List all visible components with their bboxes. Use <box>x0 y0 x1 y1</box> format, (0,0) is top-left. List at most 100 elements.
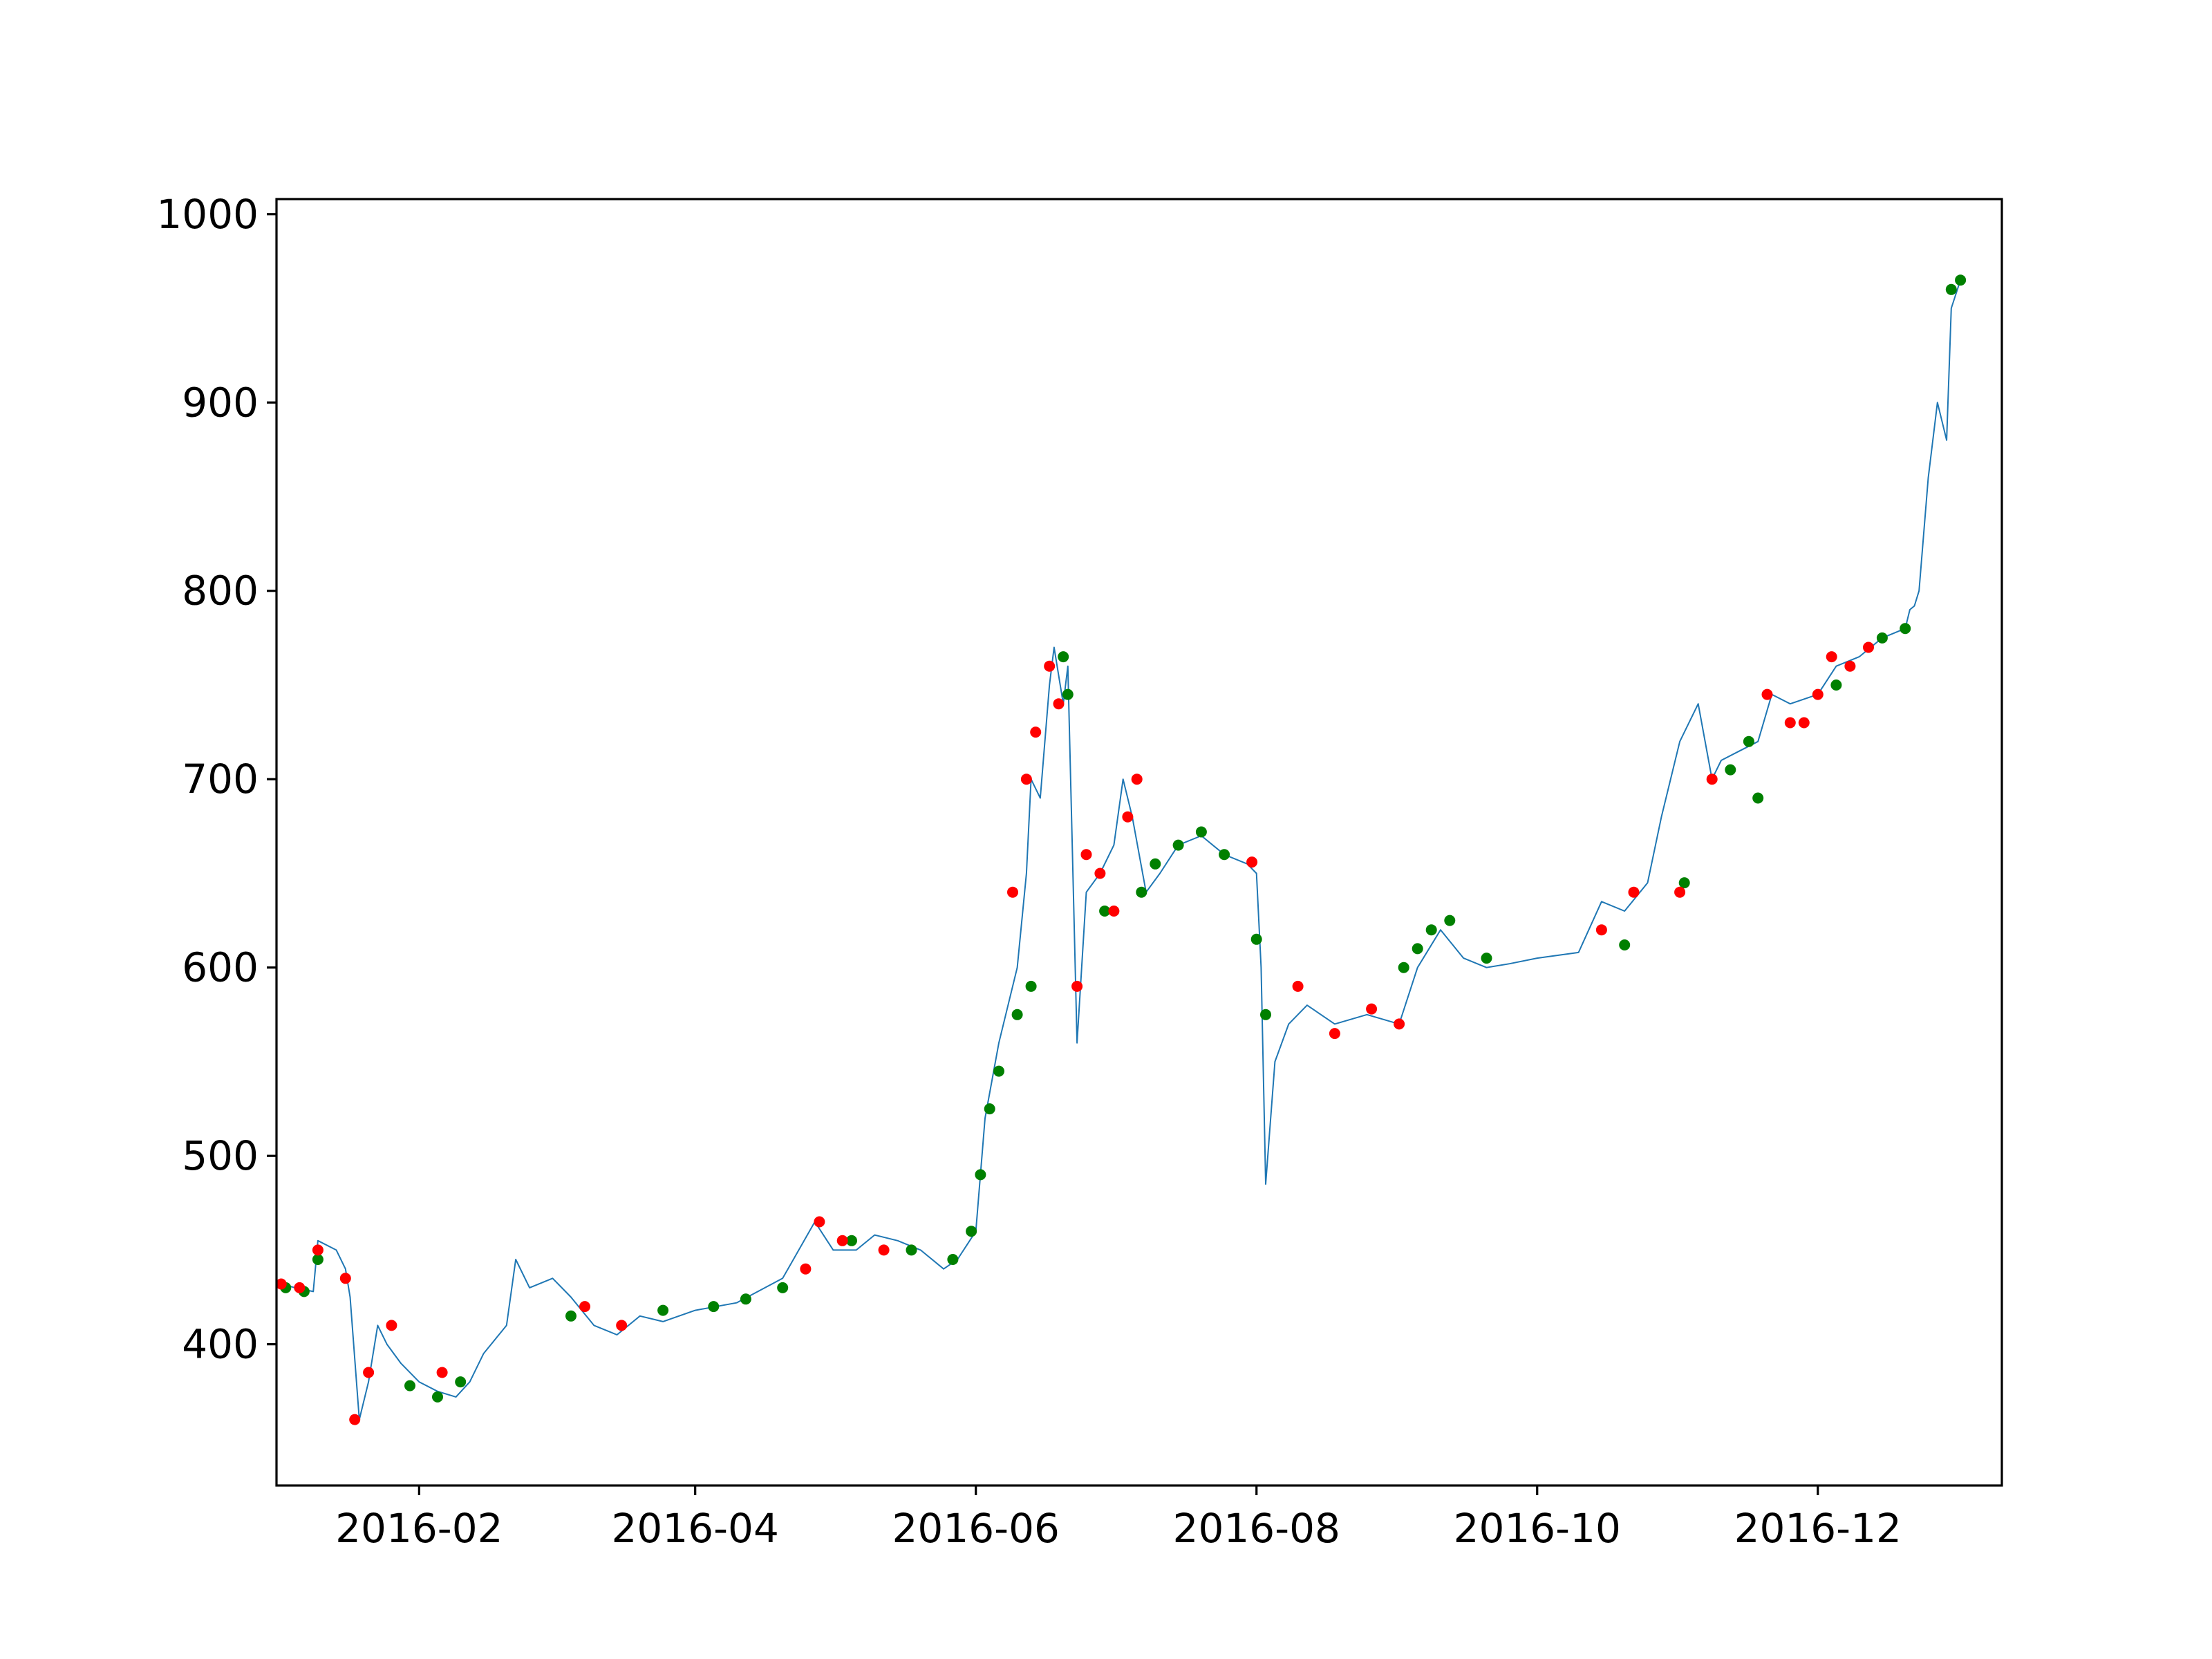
marker-series-2 <box>275 641 1874 1425</box>
data-point <box>432 1391 443 1403</box>
data-point <box>966 1226 977 1237</box>
data-point <box>1246 856 1258 868</box>
data-point <box>349 1414 361 1425</box>
data-point <box>386 1320 397 1331</box>
data-point <box>846 1235 857 1246</box>
x-axis: 2016-02 2016-04 2016-06 2016-08 2016-10 2016-… <box>335 1485 1902 1552</box>
data-point <box>275 1278 287 1290</box>
data-point <box>1172 839 1184 851</box>
x-tick-label: 2016-02 <box>335 1505 503 1552</box>
axes-frame <box>275 198 2003 1487</box>
data-point <box>1260 1009 1271 1020</box>
data-point <box>1219 849 1230 861</box>
data-point <box>1412 943 1423 955</box>
data-point <box>1136 886 1147 898</box>
data-point <box>1876 632 1888 644</box>
data-point <box>363 1367 375 1378</box>
data-point <box>1366 1003 1378 1015</box>
data-point <box>455 1376 467 1388</box>
data-point <box>836 1235 848 1246</box>
price-line <box>276 279 1962 1421</box>
data-point <box>1798 717 1810 729</box>
data-point <box>1628 886 1640 898</box>
data-point <box>657 1304 669 1316</box>
data-point <box>1131 774 1143 785</box>
x-tick-label: 2016-06 <box>892 1505 1060 1552</box>
data-point <box>1725 764 1736 776</box>
data-point <box>1094 868 1106 879</box>
data-point <box>312 1244 324 1256</box>
data-point <box>993 1065 1004 1077</box>
data-point <box>1020 774 1032 785</box>
data-point <box>1844 660 1856 672</box>
data-point <box>1292 980 1304 992</box>
data-point <box>1955 274 1967 286</box>
y-tick-label: 600 <box>182 944 259 991</box>
data-point <box>1030 727 1042 738</box>
data-point <box>1444 915 1456 926</box>
plot-content <box>275 274 1967 1425</box>
y-tick-label: 1000 <box>156 191 259 238</box>
data-point <box>1025 980 1037 992</box>
data-point <box>975 1169 986 1181</box>
data-point <box>1398 962 1409 973</box>
data-point <box>1761 688 1773 700</box>
data-point <box>1900 623 1911 635</box>
data-point <box>339 1273 351 1284</box>
data-point <box>1706 774 1718 785</box>
marker-series-1 <box>280 274 1967 1403</box>
data-point <box>1743 735 1754 747</box>
x-tick-label: 2016-10 <box>1454 1505 1621 1552</box>
y-tick-label: 800 <box>182 568 259 615</box>
data-point <box>1752 792 1764 804</box>
data-point <box>404 1380 415 1391</box>
data-point <box>1830 679 1842 691</box>
x-tick-label: 2016-08 <box>1173 1505 1340 1552</box>
data-point <box>1250 933 1262 945</box>
data-point <box>1053 698 1065 710</box>
x-tick-label: 2016-12 <box>1734 1505 1902 1552</box>
data-point <box>1329 1028 1340 1040</box>
data-point <box>1099 906 1111 917</box>
data-point <box>777 1282 789 1293</box>
data-point <box>616 1320 628 1331</box>
data-point <box>878 1244 890 1256</box>
data-point <box>1071 980 1083 992</box>
data-point <box>708 1301 720 1313</box>
data-point <box>1425 924 1437 936</box>
data-point <box>436 1367 448 1378</box>
data-point <box>565 1310 577 1322</box>
y-tick-label: 900 <box>182 379 259 426</box>
data-point <box>984 1103 995 1115</box>
data-point <box>1394 1018 1405 1030</box>
data-point <box>800 1263 812 1275</box>
y-axis: 400 500 600 700 800 900 1000 <box>156 191 276 1368</box>
data-point <box>814 1216 825 1228</box>
data-point <box>1481 953 1492 964</box>
data-point <box>947 1254 959 1265</box>
data-point <box>1945 283 1957 295</box>
y-tick-label: 700 <box>182 756 259 803</box>
data-point <box>579 1301 590 1313</box>
data-point <box>1595 924 1607 936</box>
data-point <box>1863 641 1874 653</box>
data-point <box>1812 688 1824 700</box>
y-tick-label: 400 <box>182 1321 259 1368</box>
data-point <box>312 1254 324 1265</box>
data-point <box>1058 651 1069 663</box>
data-point <box>906 1244 917 1256</box>
data-point <box>1150 858 1161 870</box>
data-point <box>740 1293 751 1305</box>
data-point <box>1011 1009 1023 1020</box>
data-point <box>1195 826 1207 838</box>
y-tick-label: 500 <box>182 1132 259 1179</box>
data-point <box>1122 811 1134 823</box>
data-point <box>1044 660 1056 672</box>
data-point <box>1784 717 1796 729</box>
data-point <box>1080 849 1092 861</box>
data-point <box>1619 939 1631 950</box>
x-tick-label: 2016-04 <box>612 1505 779 1552</box>
